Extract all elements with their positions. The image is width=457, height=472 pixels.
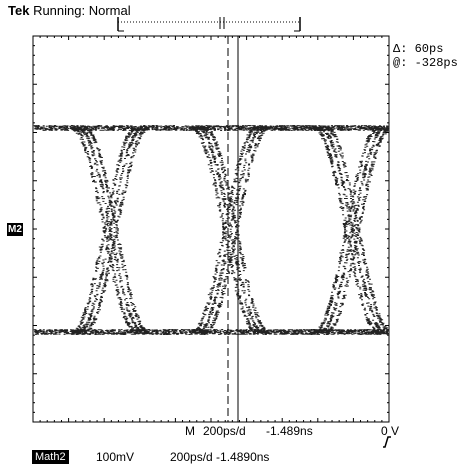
time-per-div: 200ps/d (203, 424, 246, 438)
graticule-ticks (33, 36, 389, 422)
math-channel-label: Math2 (32, 450, 69, 464)
run-status: Running: Normal (33, 3, 131, 18)
record-view-bar (117, 17, 301, 32)
channel-marker: M2 (7, 223, 23, 236)
rising-edge-icon (383, 436, 391, 448)
horizontal-position: -1.489ns (266, 424, 313, 438)
trace-dots (33, 125, 390, 335)
graticule-frame (32, 35, 390, 423)
math-timebase: 200ps/d -1.4890ns (170, 450, 270, 464)
delta-readout: Δ: 60ps (393, 42, 444, 56)
at-readout: @: -328ps (393, 56, 457, 70)
main-timebase-label: M (185, 424, 195, 438)
brand-label: Tek (8, 3, 30, 18)
trigger-level: 0 V (381, 424, 400, 438)
math-scale: 100mV (96, 450, 135, 464)
cursor-readout: Δ: 60ps @: -328ps (393, 42, 457, 70)
status-line: Tek Running: Normal (8, 3, 131, 18)
eye-diagram-trace (33, 125, 390, 335)
